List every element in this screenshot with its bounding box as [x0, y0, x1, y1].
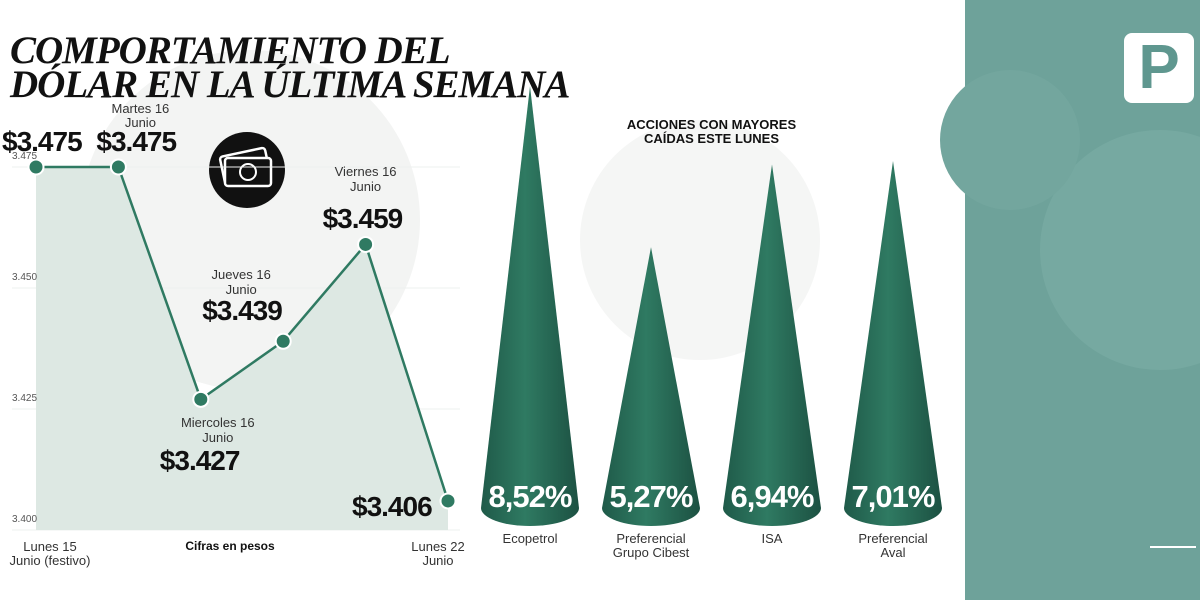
value-label: $3.427	[159, 445, 241, 477]
point	[439, 492, 457, 510]
cone	[481, 86, 579, 526]
category-label: Martes 16 Junio	[111, 101, 170, 131]
value-label: 7,01%	[851, 479, 936, 514]
value-label: 6,94%	[730, 479, 815, 514]
value-label: $3.459	[322, 203, 404, 235]
category-label: Viernes 16 Junio	[334, 164, 397, 194]
cone	[844, 161, 942, 526]
category-label: Lunes 22 Junio	[411, 539, 465, 569]
panel-circle	[1040, 130, 1200, 370]
x-axis-label: Cifras en pesos	[185, 539, 275, 553]
cone	[723, 164, 821, 526]
y-tick-label: 3.450	[12, 272, 38, 283]
value-label: 8,52%	[488, 479, 573, 514]
category-label: Jueves 16 Junio	[211, 267, 271, 297]
y-tick-label: 3.400	[12, 514, 38, 525]
category-label: ISA	[761, 531, 783, 546]
panel-circle	[940, 70, 1080, 210]
category-label: Lunes 15 Junio (festivo)	[9, 539, 91, 569]
point	[27, 158, 45, 176]
value-label: $3.406	[352, 490, 433, 522]
category-label: Preferencial Grupo Cibest	[612, 531, 690, 561]
value-label: 5,27%	[609, 479, 694, 514]
category-label: Miercoles 16 Junio	[180, 415, 255, 445]
money-icon	[209, 132, 285, 208]
value-label: $3.475	[2, 126, 83, 157]
point	[274, 332, 292, 350]
value-label: $3.475	[96, 126, 177, 157]
point	[192, 390, 210, 408]
logo: P	[1124, 33, 1194, 103]
category-label: Preferencial Aval	[858, 531, 928, 561]
y-tick-label: 3.425	[12, 393, 38, 404]
category-label: Ecopetrol	[502, 531, 558, 546]
y-tick-label: 3.475	[12, 151, 38, 162]
line	[36, 165, 450, 502]
chart-title: ACCIONES CON MAYORES CAÍDAS ESTE LUNES	[626, 117, 797, 147]
value-label: $3.439	[202, 295, 283, 327]
point	[357, 235, 375, 253]
area	[36, 167, 448, 530]
cone	[602, 247, 700, 526]
point	[109, 158, 127, 176]
chart-title: COMPORTAMIENTO DEL DÓLAR EN LA ÚLTIMA SE…	[10, 29, 570, 107]
